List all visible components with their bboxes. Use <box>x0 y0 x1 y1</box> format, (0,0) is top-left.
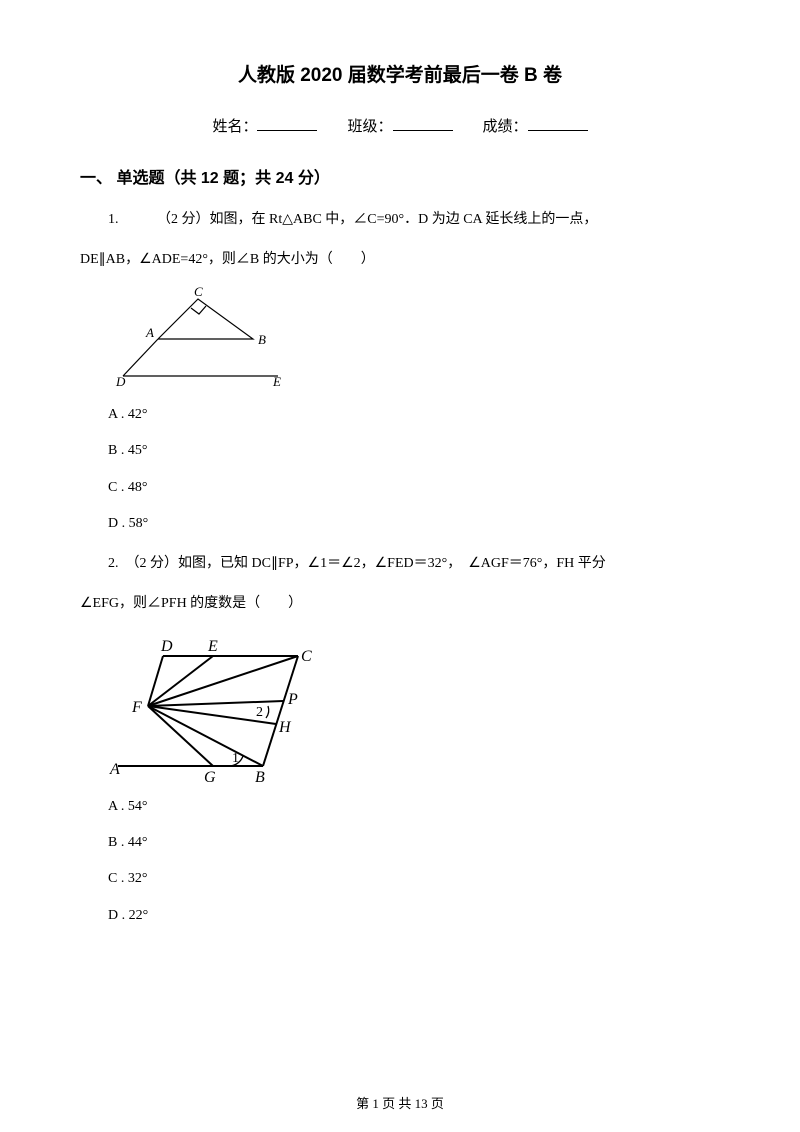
q2-text-line2: ∠EFG，则∠PFH 的度数是（ ） <box>80 590 720 618</box>
q1-option-C: C . 48° <box>108 477 720 499</box>
q2-option-B: B . 44° <box>108 832 720 854</box>
q2-label-G: G <box>204 769 216 786</box>
q2-option-D: D . 22° <box>108 905 720 927</box>
q1-text-line1: 如图，在 Rt△ABC 中，∠C=90°．D 为边 CA 延长线上的一点， <box>210 212 598 227</box>
page-footer: 第 1 页 共 13 页 <box>0 1093 800 1112</box>
q2-text-line1: 如图，已知 DC∥FP，∠1＝∠2，∠FED＝32°， ∠AGF＝76°，FH … <box>178 556 606 571</box>
q2-points: （2 分） <box>126 556 179 571</box>
student-info-line: 姓名： 班级： 成绩： <box>80 115 720 136</box>
q2-label-E: E <box>207 638 218 655</box>
q2-label-P: P <box>287 691 298 708</box>
name-blank <box>257 117 317 131</box>
score-blank <box>528 117 588 131</box>
q2-label-1: 1 <box>232 751 239 766</box>
q1-option-A: A . 42° <box>108 404 720 426</box>
q2-label-B: B <box>255 769 265 786</box>
q2-label-F: F <box>131 699 142 716</box>
q1-option-B: B . 45° <box>108 440 720 462</box>
question-2: 2. （2 分）如图，已知 DC∥FP，∠1＝∠2，∠FED＝32°， ∠AGF… <box>80 550 720 578</box>
q2-label-D: D <box>160 638 173 655</box>
q1-text-line2: DE∥AB，∠ADE=42°，则∠B 的大小为（ ） <box>80 246 720 274</box>
name-label: 姓名： <box>212 119 257 135</box>
q2-label-H: H <box>278 719 292 736</box>
q2-number: 2. <box>108 556 122 571</box>
q1-points: （2 分） <box>157 212 210 227</box>
class-blank <box>393 117 453 131</box>
q2-figure: D E C F P H A G B 2 1 <box>108 636 720 786</box>
section-1-header: 一、 单选题（共 12 题；共 24 分） <box>80 164 720 188</box>
q2-option-A: A . 54° <box>108 796 720 818</box>
q1-label-B: B <box>258 332 266 347</box>
q1-label-A: A <box>145 325 154 340</box>
q1-number: 1. <box>108 212 122 227</box>
q1-label-E: E <box>272 374 281 389</box>
q1-options: A . 42° B . 45° C . 48° D . 58° <box>108 404 720 536</box>
q2-option-C: C . 32° <box>108 868 720 890</box>
question-1: 1. （2 分）如图，在 Rt△ABC 中，∠C=90°．D 为边 CA 延长线… <box>80 206 720 234</box>
q2-label-A: A <box>109 761 120 778</box>
q1-label-D: D <box>115 374 126 389</box>
q2-label-C: C <box>301 648 312 665</box>
q1-option-D: D . 58° <box>108 513 720 535</box>
class-label: 班级： <box>347 119 392 135</box>
page-title: 人教版 2020 届数学考前最后一卷 B 卷 <box>80 60 720 87</box>
q2-options: A . 54° B . 44° C . 32° D . 22° <box>108 796 720 928</box>
q2-label-2: 2 <box>256 705 263 720</box>
score-label: 成绩： <box>483 119 528 135</box>
q1-figure: C A B D E <box>108 284 720 394</box>
q1-label-C: C <box>194 284 203 299</box>
